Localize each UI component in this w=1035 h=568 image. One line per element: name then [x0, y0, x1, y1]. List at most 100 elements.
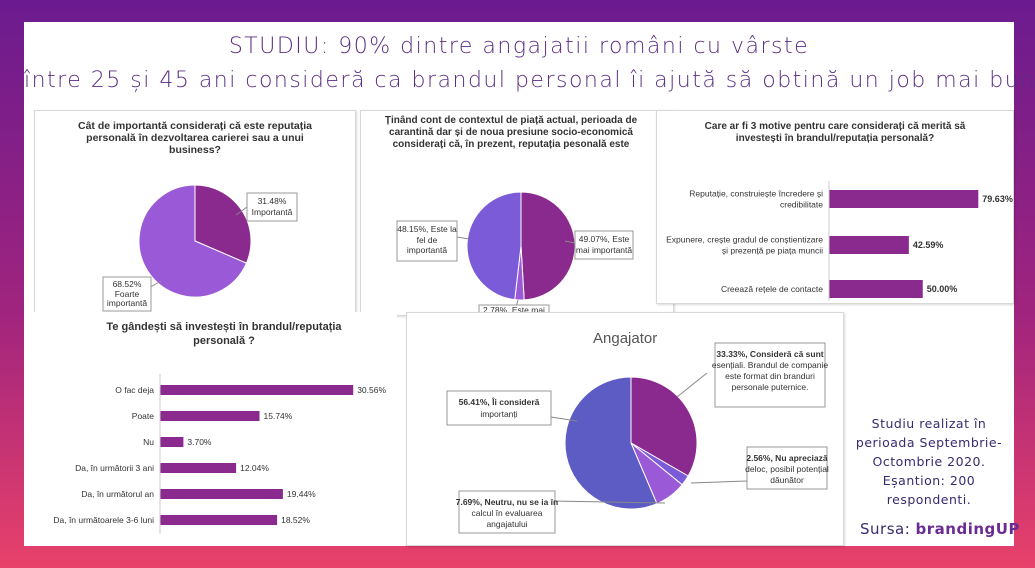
- label-box: [396, 220, 458, 262]
- chart-title: personală ?: [193, 335, 255, 347]
- data-label: 79.63%: [982, 194, 1013, 204]
- leader-line: [564, 240, 576, 244]
- label-box: [746, 446, 828, 490]
- bar: [160, 489, 283, 499]
- slice-value: 56.41%, Îi consideră: [459, 396, 540, 407]
- category-label: O fac deja: [115, 385, 154, 395]
- category-label: Da, în următorul an: [81, 489, 154, 499]
- chart-panel-employer: Angajator 33.33%, Consideră că sunt esenți…: [406, 312, 844, 546]
- leader-line: [456, 236, 470, 240]
- slice-label: deloc, posibil potențial: [745, 464, 829, 474]
- pie-slice: [520, 191, 576, 301]
- headline-line-1: STUDIU: 90% dintre angajatii români cu v…: [228, 34, 810, 59]
- slice-label: mai importantă: [576, 245, 632, 255]
- pie-slice: [466, 191, 522, 301]
- chart-title: carantină dar și de noua presiune socio-…: [389, 127, 633, 138]
- data-label: 18.52%: [281, 515, 310, 525]
- category-label: credibilitate: [780, 200, 823, 210]
- slice-label: dăunător: [770, 475, 804, 485]
- infographic-card: STUDIU: 90% dintre angajatii români cu v…: [24, 22, 1034, 546]
- category-label: Nu: [143, 437, 154, 447]
- chart-panel-current-context: Ținând cont de contextul de piață actual…: [360, 110, 674, 316]
- bar-chart-reasons: Care ar fi 3 motive pentru care consider…: [666, 121, 1013, 301]
- slice-label: Foarte: [115, 289, 140, 299]
- data-label: 50.00%: [927, 284, 958, 294]
- chart-panel-reputation-importance: Cât de importantă considerați că este re…: [34, 110, 356, 316]
- bar: [160, 385, 354, 395]
- label-box: [574, 230, 634, 260]
- slice-value: 33.33%, Consideră că sunt: [716, 349, 823, 359]
- data-label: 12.04%: [240, 463, 269, 473]
- data-label: 3.70%: [187, 437, 212, 447]
- leader-line: [235, 206, 248, 216]
- bar: [160, 411, 260, 421]
- label-box: [102, 276, 152, 312]
- chart-title: business?: [169, 144, 221, 156]
- category-label: Expunere, crește gradul de conștientizar…: [666, 235, 823, 245]
- slice-label: este format din branduri: [725, 371, 815, 381]
- study-note: Studiu realizat în perioada Septembrie- …: [854, 414, 1004, 509]
- data-label: 30.56%: [357, 385, 386, 395]
- slice-label: Importantă: [252, 207, 293, 217]
- pie-chart-current-context: Ținând cont de contextul de piață actual…: [385, 115, 638, 316]
- category-label: Da, în următorii 3 ani: [75, 463, 154, 473]
- chart-title: Te gândești să investești în brandul/rep…: [106, 321, 342, 333]
- leader-line: [690, 480, 748, 484]
- slice-label: importantă: [407, 245, 447, 255]
- study-note-line: respondenti.: [886, 492, 972, 507]
- study-note-line: Eșantion: 200: [882, 473, 976, 488]
- chart-title: considerați că, în prezent, reputația pe…: [393, 139, 630, 150]
- study-note-line: Octombrie 2020.: [872, 454, 986, 469]
- slice-value: 2.78%, Este mai: [483, 305, 545, 315]
- leader-line: [550, 500, 666, 504]
- chart-title: Care ar fi 3 motive pentru care consider…: [705, 121, 966, 132]
- bar: [160, 515, 278, 525]
- pie-slice: [138, 184, 248, 298]
- slice-label: esențiali. Brandul de companie: [712, 360, 829, 370]
- pie-chart-reputation-importance: Cât de importantă considerați că este re…: [78, 120, 312, 312]
- label-box: [246, 192, 298, 222]
- category-label: și prezență pe piața muncii: [722, 246, 823, 256]
- slice-label: calcul în evaluarea: [472, 508, 543, 518]
- slice-value: 68.52%: [113, 279, 142, 289]
- bar-chart-plans: Te gândești să investești în brandul/rep…: [53, 321, 386, 534]
- leader-line: [550, 416, 578, 422]
- pie-slice: [564, 376, 658, 510]
- brand-logo-text: brandingUP: [915, 520, 1020, 538]
- data-label: 15.74%: [264, 411, 293, 421]
- slice-value: 2.56%, Nu apreciază: [746, 453, 828, 463]
- source-label: Sursa:: [860, 520, 911, 538]
- label-box: [458, 490, 556, 534]
- pie-slice: [630, 376, 698, 477]
- pie-chart-employer: Angajator 33.33%, Consideră că suntesenți…: [446, 330, 829, 534]
- chart-title: Ținând cont de contextul de piață actual…: [385, 115, 638, 126]
- bar: [829, 236, 909, 254]
- study-note-line: Studiu realizat în: [871, 416, 987, 431]
- slice-value: 31.48%: [258, 196, 287, 206]
- chart-panel-plans: Te gândești să investești în brandul/rep…: [32, 312, 397, 546]
- bar: [160, 463, 237, 473]
- label-box: [714, 342, 826, 408]
- source-line: Sursa: brandingUP: [860, 520, 1020, 538]
- slice-value: 7.69%, Neutru, nu se ia în: [456, 497, 559, 507]
- chart-title: Angajator: [593, 330, 657, 347]
- category-label: Poate: [132, 411, 154, 421]
- leader-line: [676, 372, 708, 398]
- slice-label: importantă: [107, 298, 147, 308]
- slice-label: importanți: [480, 409, 517, 419]
- label-box: [446, 390, 552, 426]
- study-note-line: perioada Septembrie-: [855, 435, 1003, 450]
- bar: [829, 190, 979, 208]
- data-label: 42.59%: [913, 240, 944, 250]
- slice-value: 48.15%, Este la: [397, 224, 457, 234]
- chart-title: Cât de importantă considerați că este re…: [78, 120, 312, 132]
- chart-title: personală în dezvoltarea carierei sau a …: [86, 132, 304, 144]
- chart-panel-reasons: Care ar fi 3 motive pentru care consider…: [656, 110, 1014, 304]
- category-label: Da, în următoarele 3-6 luni: [53, 515, 154, 525]
- category-label: Creează rețele de contacte: [721, 284, 823, 294]
- slice-label: angajatului: [486, 519, 527, 529]
- data-label: 19.44%: [287, 489, 316, 499]
- category-label: Reputație, construiește încredere și: [689, 189, 823, 199]
- chart-title: investești în brandul/reputația personal…: [736, 133, 934, 144]
- slice-label: personale puternice.: [731, 382, 808, 392]
